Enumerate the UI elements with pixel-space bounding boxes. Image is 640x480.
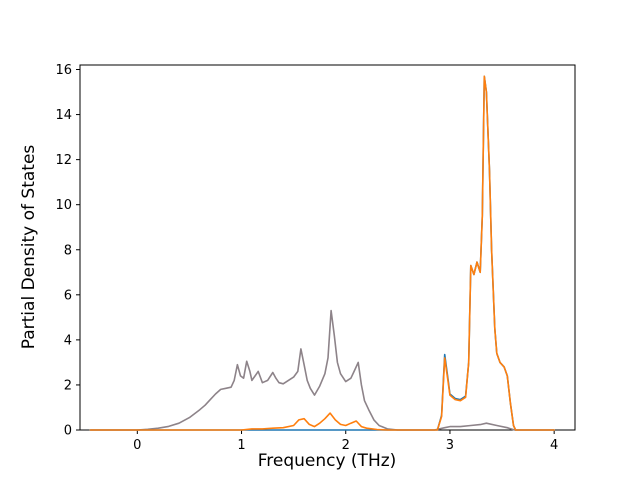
y-axis-ticks: 0 2 4 6 8 10 12 14 16 xyxy=(55,63,80,439)
y-tick-label: 14 xyxy=(55,108,72,123)
x-axis-ticks: 0 1 2 3 4 xyxy=(133,430,558,453)
chart-series xyxy=(89,75,556,431)
x-tick-label: 2 xyxy=(342,438,350,453)
y-tick-label: 8 xyxy=(64,243,72,258)
series-line-pdos-gray xyxy=(89,309,556,431)
x-tick-label: 3 xyxy=(446,438,454,453)
y-tick-label: 12 xyxy=(55,153,72,168)
y-tick-label: 6 xyxy=(64,288,72,303)
series-line-pdos-blue xyxy=(89,75,556,431)
y-axis-label: Partial Density of States xyxy=(19,145,39,350)
plot-frame xyxy=(79,64,576,431)
x-tick-label: 1 xyxy=(237,438,245,453)
x-axis-label: Frequency (THz) xyxy=(258,451,397,471)
y-tick-label: 0 xyxy=(64,424,72,439)
y-tick-label: 4 xyxy=(64,333,72,348)
y-tick-label: 10 xyxy=(55,198,72,213)
y-tick-label: 2 xyxy=(64,378,72,393)
x-tick-label: 0 xyxy=(133,438,141,453)
series-line-pdos-orange xyxy=(89,75,556,431)
x-tick-label: 4 xyxy=(550,438,558,453)
y-tick-label: 16 xyxy=(55,63,72,78)
